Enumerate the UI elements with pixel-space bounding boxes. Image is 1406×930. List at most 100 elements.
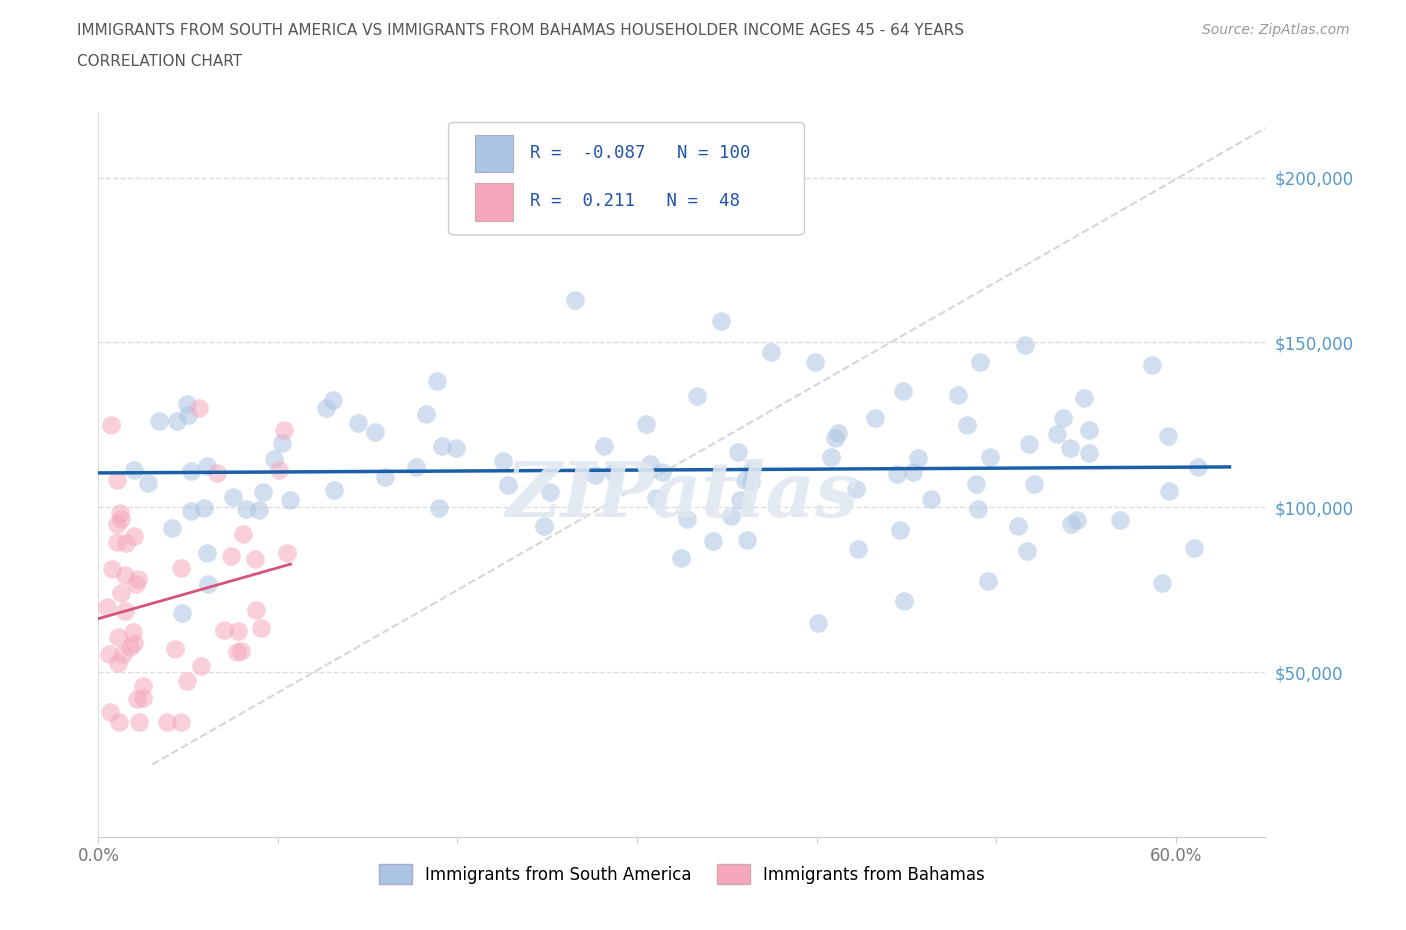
Point <box>1066 512 1088 527</box>
Point <box>827 425 849 440</box>
Point <box>110 512 132 526</box>
Point <box>148 414 170 429</box>
Point <box>976 574 998 589</box>
Legend: Immigrants from South America, Immigrants from Bahamas: Immigrants from South America, Immigrant… <box>373 857 991 890</box>
Point <box>425 374 447 389</box>
Point <box>229 644 252 658</box>
Point <box>112 646 135 661</box>
Point <box>221 490 243 505</box>
Point <box>720 509 742 524</box>
Point <box>136 475 159 490</box>
Point <box>120 639 142 654</box>
Point <box>1059 441 1081 456</box>
Point <box>226 623 249 638</box>
Point <box>427 500 450 515</box>
Point <box>170 561 193 576</box>
Point <box>901 465 924 480</box>
Point <box>125 691 148 706</box>
Point <box>979 450 1001 465</box>
Text: R =  -0.087   N = 100: R = -0.087 N = 100 <box>530 144 751 162</box>
Point <box>675 512 697 526</box>
Point <box>180 463 202 478</box>
Point <box>907 451 929 466</box>
Point <box>232 526 254 541</box>
Point <box>108 505 131 520</box>
Point <box>845 481 868 496</box>
Point <box>197 576 219 591</box>
Point <box>1007 519 1029 534</box>
Point <box>1108 512 1130 527</box>
Point <box>315 401 337 416</box>
Point <box>177 407 200 422</box>
Point <box>105 472 128 487</box>
Point <box>323 483 346 498</box>
Point <box>492 454 515 469</box>
Point <box>640 457 662 472</box>
Point <box>270 435 292 450</box>
Point <box>564 292 586 307</box>
FancyBboxPatch shape <box>449 123 804 235</box>
Point <box>863 411 886 426</box>
Point <box>122 635 145 650</box>
Point <box>1015 544 1038 559</box>
Point <box>415 406 437 421</box>
Point <box>98 704 121 719</box>
Point <box>1052 410 1074 425</box>
Point <box>727 445 749 459</box>
Point <box>669 551 692 565</box>
Point <box>533 519 555 534</box>
Point <box>1157 429 1180 444</box>
Point <box>187 401 209 416</box>
Point <box>225 644 247 659</box>
Point <box>734 472 756 487</box>
Point <box>1060 516 1083 531</box>
Point <box>195 458 218 473</box>
Text: ZIPatlas: ZIPatlas <box>505 459 859 533</box>
Point <box>1024 477 1046 492</box>
Bar <box>475 135 513 172</box>
Point <box>190 659 212 674</box>
Point <box>946 388 969 403</box>
Point <box>132 690 155 705</box>
Point <box>243 552 266 567</box>
Point <box>893 594 915 609</box>
Point <box>172 605 194 620</box>
Point <box>122 625 145 640</box>
Point <box>193 500 215 515</box>
Point <box>165 642 187 657</box>
Point <box>267 462 290 477</box>
Point <box>346 416 368 431</box>
Point <box>235 502 257 517</box>
Point <box>730 493 752 508</box>
Point <box>602 464 624 479</box>
Point <box>634 417 657 432</box>
Point <box>127 572 149 587</box>
Text: Source: ZipAtlas.com: Source: ZipAtlas.com <box>1202 23 1350 37</box>
Point <box>114 568 136 583</box>
Point <box>967 502 990 517</box>
Point <box>132 679 155 694</box>
Text: CORRELATION CHART: CORRELATION CHART <box>77 54 242 69</box>
Point <box>1045 427 1067 442</box>
Point <box>645 491 668 506</box>
Point <box>956 418 979 432</box>
Point <box>250 620 273 635</box>
Point <box>207 465 229 480</box>
Point <box>114 536 136 551</box>
Point <box>122 463 145 478</box>
Point <box>114 604 136 618</box>
Text: R =  0.211   N =  48: R = 0.211 N = 48 <box>530 192 740 210</box>
Point <box>405 459 427 474</box>
Point <box>176 673 198 688</box>
Bar <box>475 183 513 220</box>
Point <box>651 464 673 479</box>
Point <box>886 467 908 482</box>
Point <box>107 656 129 671</box>
Point <box>322 393 344 408</box>
Point <box>364 424 387 439</box>
Point <box>965 476 987 491</box>
Text: IMMIGRANTS FROM SOUTH AMERICA VS IMMIGRANTS FROM BAHAMAS HOUSEHOLDER INCOME AGES: IMMIGRANTS FROM SOUTH AMERICA VS IMMIGRA… <box>77 23 965 38</box>
Point <box>889 523 911 538</box>
Point <box>252 485 274 499</box>
Point <box>170 714 193 729</box>
